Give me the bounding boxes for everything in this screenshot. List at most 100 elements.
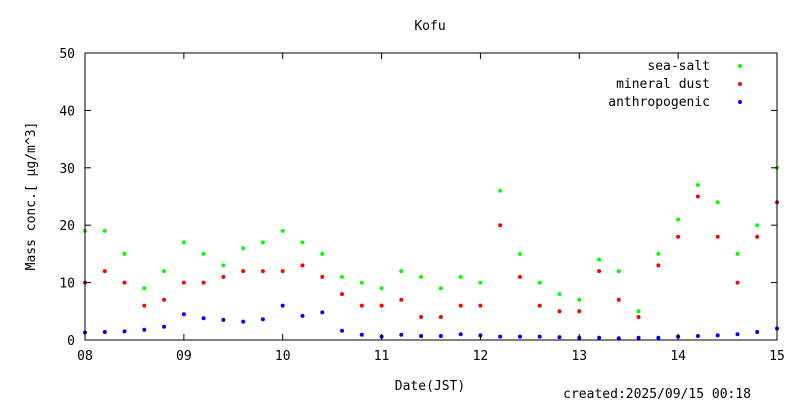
data-points [83,165,779,341]
data-point [102,228,107,233]
data-point [142,327,147,332]
data-point [379,303,384,308]
data-point [616,336,621,341]
data-point [636,309,641,314]
data-point [320,274,325,279]
data-point [340,274,344,279]
data-point [122,329,127,334]
data-point [715,333,720,338]
created-timestamp: created:2025/09/15 00:18 [563,387,751,400]
legend: sea-salt mineral dust anthropogenic [608,59,742,110]
data-point [340,328,344,333]
data-point [260,240,265,245]
data-point [498,334,503,339]
data-point [419,315,424,319]
data-point [122,251,127,256]
x-tick-label: 11 [374,349,390,364]
data-point [755,234,760,239]
data-point [241,246,246,251]
x-tick-label: 15 [769,349,785,364]
data-point [616,297,621,302]
data-point [498,223,503,228]
data-point [379,286,384,291]
y-tick-label: 0 [67,334,75,349]
data-point [241,269,246,274]
legend-marker [738,82,742,86]
data-point [142,286,147,291]
data-point [419,334,424,338]
data-point [656,263,661,268]
data-point [438,286,443,291]
data-point [221,274,226,279]
data-point [498,188,503,193]
data-point [162,297,167,302]
data-point [715,234,720,239]
plot-frame [84,52,778,341]
y-axis-label: Mass conc.[ μg/m^3] [24,122,39,271]
x-tick-label: 09 [176,349,192,364]
y-tick-label: 20 [59,219,75,234]
data-point [181,240,186,245]
data-point [102,269,107,274]
series-anthropogenic [83,303,779,341]
data-point [162,269,167,274]
y-tick-label: 30 [59,162,75,177]
data-point [755,223,760,228]
data-point [676,234,681,239]
data-point [181,312,186,317]
data-point [359,303,364,308]
data-point [537,280,542,285]
data-point [518,274,522,279]
data-point [537,334,542,339]
x-tick-label: 14 [670,349,686,364]
data-point [201,251,206,256]
data-point [557,309,562,314]
data-point [300,263,305,268]
data-point [557,292,562,297]
data-point [458,303,463,308]
data-point [359,332,364,337]
data-point [102,330,107,334]
data-point [715,200,720,205]
data-point [438,315,443,319]
data-point [399,297,404,302]
data-point [340,292,344,297]
data-point [201,280,206,285]
chart-title: Kofu [414,19,445,34]
data-point [300,240,305,245]
data-point [755,330,760,334]
data-point [616,269,621,274]
series-mineral-dust [83,194,779,319]
data-point [597,257,602,262]
x-axis-label: Date(JST) [395,379,465,394]
data-point [260,269,265,274]
data-point [221,263,226,268]
data-point [438,334,443,338]
y-tick-label: 50 [59,47,75,62]
data-point [458,332,463,337]
series-sea-salt [83,165,779,314]
data-point [597,335,602,340]
data-point [656,251,661,256]
data-point [162,324,167,329]
data-point [695,183,700,187]
y-tick-label: 40 [59,104,75,119]
data-point [399,269,404,274]
data-point [181,280,186,285]
legend-label: mineral dust [616,77,710,92]
data-point [537,303,542,308]
data-point [260,317,265,322]
data-point [458,274,463,279]
data-point [735,280,740,285]
data-point [201,316,206,321]
legend-label: anthropogenic [608,95,710,110]
data-point [695,334,700,338]
x-tick-label: 13 [571,349,587,364]
x-tick-label: 12 [473,349,489,364]
y-tick-label: 10 [59,277,75,292]
data-point [518,251,522,256]
data-point [557,335,562,340]
data-point [142,303,147,308]
data-point [280,269,285,274]
